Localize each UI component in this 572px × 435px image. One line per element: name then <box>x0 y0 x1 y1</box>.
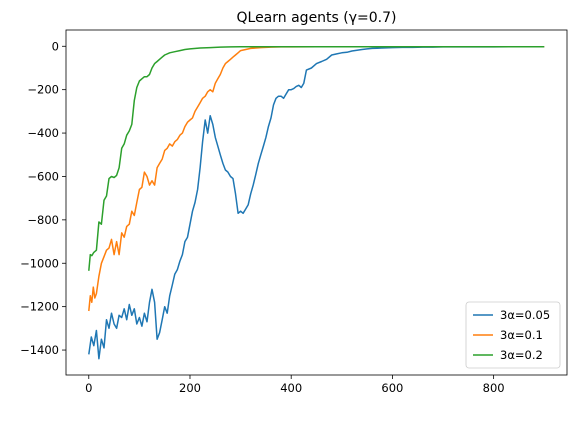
series-line <box>88 45 545 312</box>
legend-label: 3α=0.1 <box>500 328 543 342</box>
x-tick-label: 400 <box>280 381 302 395</box>
legend: 3α=0.05 3α=0.1 3α=0.2 <box>465 301 561 369</box>
y-tick-label: −800 <box>27 213 59 227</box>
y-tick-label: −1200 <box>20 300 59 314</box>
series-line <box>88 45 545 271</box>
x-tick-label: 0 <box>85 381 92 395</box>
x-tick-label: 600 <box>381 381 403 395</box>
y-tick-label: −1000 <box>20 256 59 270</box>
legend-label: 3α=0.05 <box>500 308 550 322</box>
plot-frame <box>65 29 568 376</box>
x-tick-label: 200 <box>179 381 201 395</box>
y-tick-label: −600 <box>27 169 59 183</box>
chart-title: QLearn agents (γ=0.7) <box>237 10 397 26</box>
y-tick-label: −400 <box>27 126 59 140</box>
y-axis: 0 −200 −400 −600 −800 −1000 −1200 −1400 <box>20 39 66 357</box>
series-line <box>88 45 545 360</box>
legend-label: 3α=0.2 <box>500 348 543 362</box>
y-tick-label: 0 <box>52 39 59 53</box>
x-tick-label: 800 <box>483 381 505 395</box>
y-tick-label: −200 <box>27 83 59 97</box>
legend-box <box>465 301 561 369</box>
x-axis: 0 200 400 600 800 <box>85 375 505 395</box>
y-tick-label: −1400 <box>20 343 59 357</box>
series-layer <box>88 45 545 360</box>
